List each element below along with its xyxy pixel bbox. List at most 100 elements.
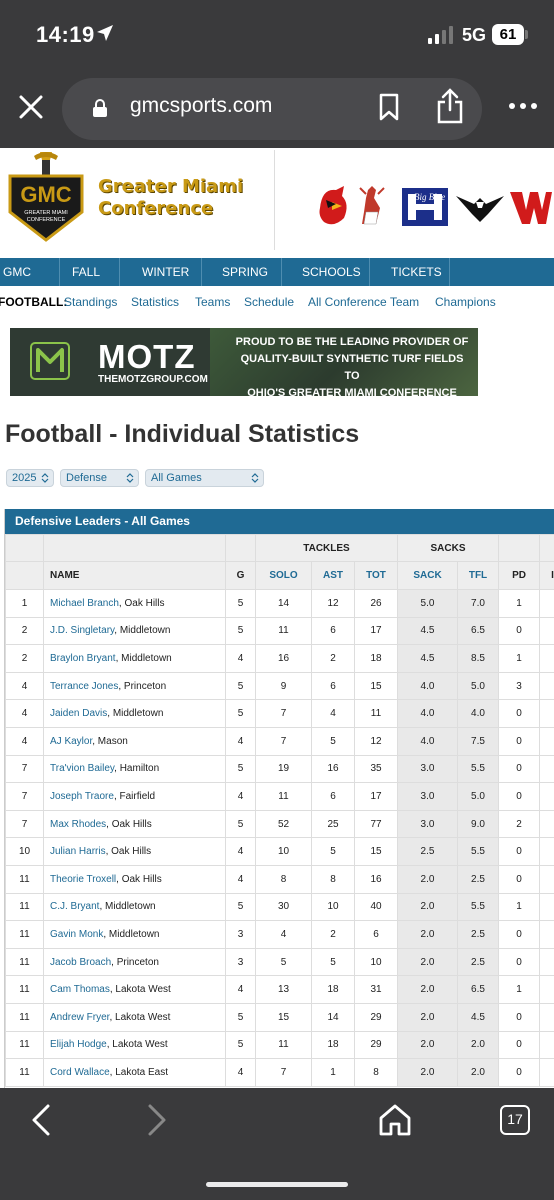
nav-filler [450,258,554,286]
nav-item-tickets[interactable]: TICKETS [370,258,450,286]
player-link[interactable]: AJ Kaylor [50,735,93,747]
player-link[interactable]: Terrance Jones [50,680,119,692]
player-link[interactable]: Tra'vion Bailey [50,763,115,775]
share-icon[interactable] [436,88,464,124]
forward-icon[interactable] [146,1102,170,1138]
player-school: , Lakota West [109,984,171,996]
table-row: 7 Joseph Traore, Fairfield 4 11 6 17 3.0 5.0 0 [5,782,554,811]
col-int[interactable]: I [539,561,554,590]
home-icon[interactable] [378,1102,412,1138]
subnav-link-schedule[interactable]: Schedule [244,295,295,309]
player-link[interactable]: Cam Thomas [50,984,110,996]
address-field[interactable] [62,78,482,140]
player-link[interactable]: C.J. Bryant [50,901,100,913]
svg-text:Big Blue: Big Blue [414,192,445,202]
player-link[interactable]: Elijah Hodge [50,1039,107,1051]
sack-cell: 2.0 [397,892,458,922]
col-tot[interactable]: TOT [354,561,398,590]
select-arrows-icon [251,473,259,483]
nav-item-schools[interactable]: SCHOOLS [282,258,370,286]
subnav-link-statistics[interactable]: Statistics [131,295,180,309]
nav-item-spring[interactable]: SPRING [202,258,282,286]
back-icon[interactable] [28,1102,52,1138]
group-spacer [5,534,44,562]
rank-cell: 7 [5,754,44,784]
rank-cell: 11 [5,920,44,949]
games-cell: 3 [225,920,256,949]
browser-url-bar: gmcsports.com [0,68,554,148]
tfl-cell: 5.5 [456,892,500,922]
tfl-cell: 4.5 [456,1002,500,1032]
page-title: Football - Individual Statistics [5,420,360,448]
solo-cell: 15 [255,1002,312,1032]
tfl-cell: 2.0 [456,1030,500,1060]
col-pd[interactable]: PD [498,561,541,590]
motz-banner-ad[interactable]: MOTZ THEMOTZGROUP.COM PROUD TO BE THE LE… [10,328,478,396]
group-spacer [43,534,226,562]
player-school: , Fairfield [113,790,156,802]
solo-cell: 5 [255,947,312,977]
nav-item-gmc[interactable]: GMC [0,258,60,286]
col-g[interactable]: G [225,561,256,590]
tfl-cell: 8.5 [456,644,500,673]
games-cell: 4 [225,644,256,673]
tot-cell: 15 [354,671,398,701]
subnav-link-all-conference[interactable]: All Conference Team [308,295,420,309]
sack-cell: 5.0 [397,589,458,618]
player-link[interactable]: Gavin Monk [50,928,104,940]
player-link[interactable]: Michael Branch [50,597,119,609]
player-link[interactable]: J.D. Singletary [50,625,115,637]
category-select[interactable]: Defense [60,469,139,487]
bookmark-icon[interactable] [378,93,400,121]
col-tfl[interactable]: TFL [456,561,500,590]
conference-name[interactable]: Greater Miami Conference [98,176,243,220]
tabs-icon[interactable]: 17 [500,1105,530,1135]
games-select[interactable]: All Games [145,469,264,487]
rank-cell: 4 [5,726,44,756]
col-ast[interactable]: AST [311,561,355,590]
stats-table-container[interactable]: Defensive Leaders - All Games TACKLES SA… [4,509,554,1089]
pd-cell: 0 [498,1002,541,1032]
player-link[interactable]: Julian Harris [50,846,106,858]
col-name[interactable]: NAME [43,561,226,590]
sack-cell: 2.0 [397,1058,458,1087]
col-sack[interactable]: SACK [397,561,458,590]
banner-brand: MOTZ [98,338,196,375]
player-link[interactable]: Max Rhodes [50,818,107,830]
table-row: 11 Gavin Monk, Middletown 3 4 2 6 2.0 2.5 0 [5,920,554,949]
svg-text:GREATER MIAMI: GREATER MIAMI [24,210,68,216]
player-link[interactable]: Theorie Troxell [50,873,117,885]
subnav-link-champions[interactable]: Champions [435,295,496,309]
player-link[interactable]: Andrew Fryer [50,1011,110,1023]
subnav-link-standings[interactable]: Standings [64,295,118,309]
tfl-cell: 6.5 [456,616,500,646]
player-link[interactable]: Jaiden Davis [50,708,108,720]
subnav-link-teams[interactable]: Teams [195,295,231,309]
sack-cell: 3.0 [397,754,458,784]
rank-cell: 11 [5,892,44,922]
col-solo[interactable]: SOLO [255,561,312,590]
solo-cell: 7 [255,1058,312,1087]
table-row: 11 Cam Thomas, Lakota West 4 13 18 31 2.0 6.5 1 [5,975,554,1004]
player-link[interactable]: Jacob Broach [50,956,112,968]
player-link[interactable]: Joseph Traore [50,790,114,802]
games-cell: 4 [225,864,256,894]
close-icon[interactable] [18,94,44,120]
nav-item-fall[interactable]: FALL [60,258,120,286]
year-select[interactable]: 2025 [6,469,54,487]
rank-cell: 4 [5,671,44,701]
player-link[interactable]: Braylon Bryant [50,652,116,664]
group-spacer [498,534,541,562]
player-link[interactable]: Cord Wallace [50,1066,110,1078]
url-text[interactable]: gmcsports.com [130,94,273,117]
more-icon[interactable] [508,102,538,110]
games-cell: 5 [225,809,256,839]
nav-item-winter[interactable]: WINTER [120,258,202,286]
gmc-logo[interactable]: GMC GREATER MIAMI CONFERENCE [6,150,86,242]
tot-cell: 77 [354,809,398,839]
tot-cell: 35 [354,754,398,784]
games-cell: 5 [225,892,256,922]
year-select-value: 2025 [12,472,37,484]
select-arrows-icon [126,473,134,483]
sack-cell: 2.0 [397,975,458,1004]
